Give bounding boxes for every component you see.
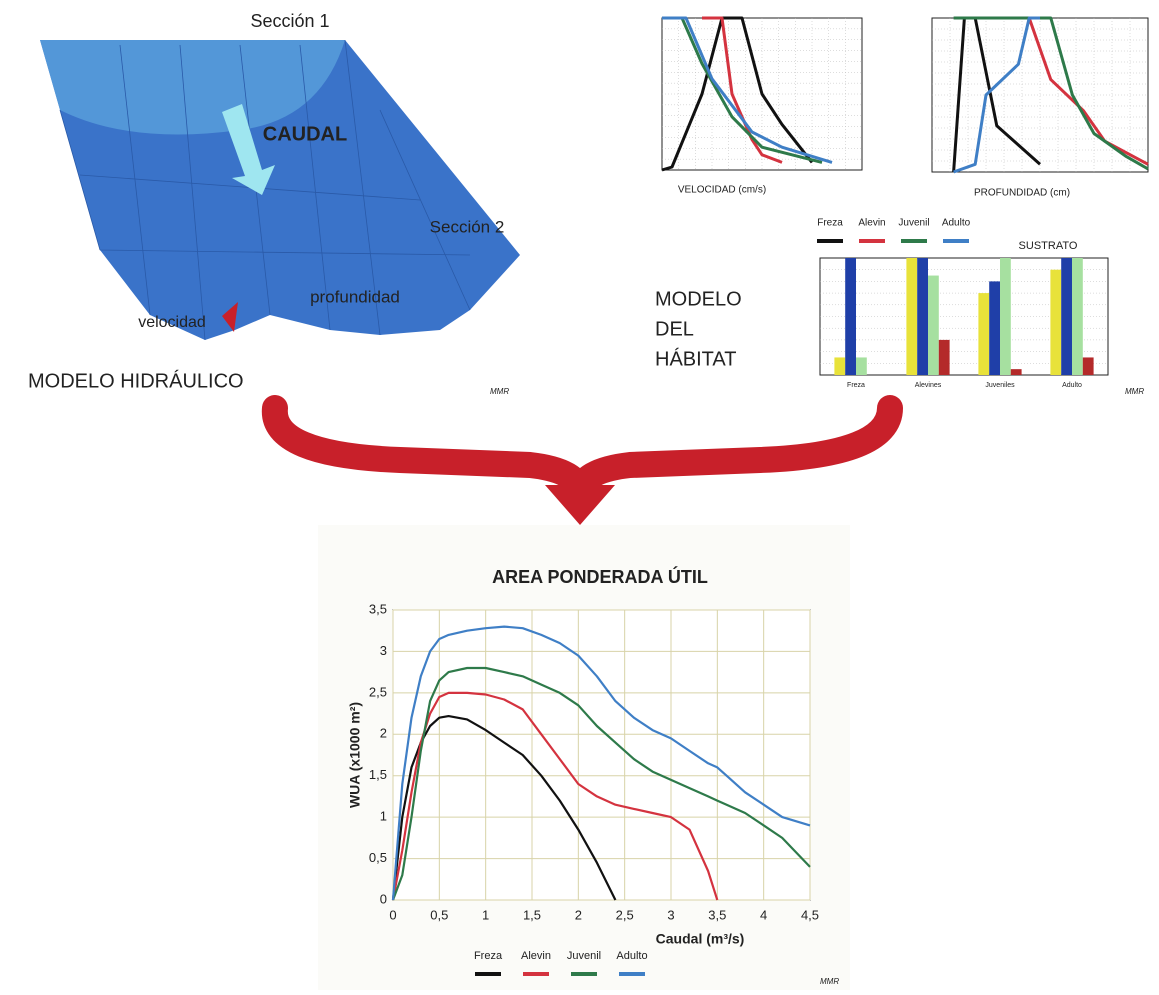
x-tick-label: Alevines [915, 382, 942, 389]
plot-area [392, 609, 811, 901]
x-tick-label: Freza [847, 382, 865, 389]
y-tick-label: 0 [380, 891, 387, 906]
y-axis-title: WUA (x1000 m²) [347, 702, 363, 808]
y-tick-label: 0,5 [369, 850, 387, 865]
bar [978, 293, 990, 375]
panel-title: HÁBITAT [655, 347, 736, 370]
series-line [391, 666, 811, 901]
y-tick-label: 2 [380, 726, 387, 741]
legend-label: Freza [817, 218, 843, 229]
bar [856, 357, 867, 375]
bar [845, 258, 856, 375]
y-tick-label: 3,5 [369, 601, 387, 616]
x-tick-label: 2,5 [616, 907, 634, 922]
section-label: Sección 1 [250, 11, 329, 31]
flow-label: CAUDAL [263, 123, 347, 145]
x-axis-title: PROFUNDIDAD (cm) [974, 188, 1070, 199]
bar [928, 275, 939, 375]
bar [1072, 258, 1083, 375]
x-tick-label: Adulto [1062, 382, 1082, 389]
bar [989, 281, 1000, 375]
bar [1082, 357, 1094, 375]
velocity-label: velocidad [138, 314, 206, 331]
y-tick-label: 3 [380, 643, 387, 658]
x-tick-label: 0 [389, 907, 396, 922]
x-tick-label: 3 [667, 907, 674, 922]
chart-title: SUSTRATO [1019, 240, 1078, 252]
legend-label: Alevin [858, 218, 885, 229]
section-zone [40, 40, 345, 135]
x-tick-label: 2 [575, 907, 582, 922]
y-tick-label: 2,5 [369, 684, 387, 699]
depth-label: profundidad [310, 287, 400, 306]
bar [906, 258, 918, 375]
bar [834, 357, 846, 375]
section-label: Sección 2 [430, 217, 505, 236]
signature: MMR [820, 977, 839, 986]
series-line [661, 16, 814, 172]
series-line [953, 16, 1040, 174]
minor-grid [820, 269, 1108, 364]
chart-title: AREA PONDERADA ÚTIL [492, 566, 708, 587]
series-line [391, 715, 617, 901]
panel-title: MODELO HIDRÁULICO [28, 369, 244, 392]
merge-arrow-head [545, 485, 615, 525]
bar [917, 258, 928, 375]
legend-label: Adulto [616, 950, 647, 962]
x-tick-label: 3,5 [708, 907, 726, 922]
bar [938, 339, 950, 375]
signature: MMR [1125, 387, 1144, 396]
legend-label: Juvenil [898, 218, 929, 229]
bar [1050, 269, 1062, 375]
y-tick-label: 1 [380, 809, 387, 824]
series-line [662, 16, 833, 164]
y-tick-label: 1,5 [369, 767, 387, 782]
panel-title: DEL [655, 318, 694, 340]
x-axis-title: VELOCIDAD (cm/s) [678, 185, 766, 196]
signature: MMR [490, 387, 509, 396]
bar [1010, 369, 1022, 375]
x-tick-label: 0,5 [430, 907, 448, 922]
panel-title: MODELO [655, 288, 742, 310]
series-line [391, 625, 811, 901]
bar [1061, 258, 1072, 375]
bar [1000, 258, 1011, 375]
x-tick-label: 1 [482, 907, 489, 922]
velocity-marker [222, 302, 238, 332]
x-tick-label: 4 [760, 907, 767, 922]
flow-arrow [222, 104, 275, 195]
legend-label: Freza [474, 950, 503, 962]
legend-label: Adulto [942, 218, 971, 229]
x-axis-title: Caudal (m³/s) [656, 931, 745, 947]
x-tick-label: 4,5 [801, 907, 819, 922]
x-tick-label: Juveniles [985, 382, 1015, 389]
legend-label: Juvenil [567, 950, 601, 962]
x-tick-label: 1,5 [523, 907, 541, 922]
legend-label: Alevin [521, 950, 551, 962]
